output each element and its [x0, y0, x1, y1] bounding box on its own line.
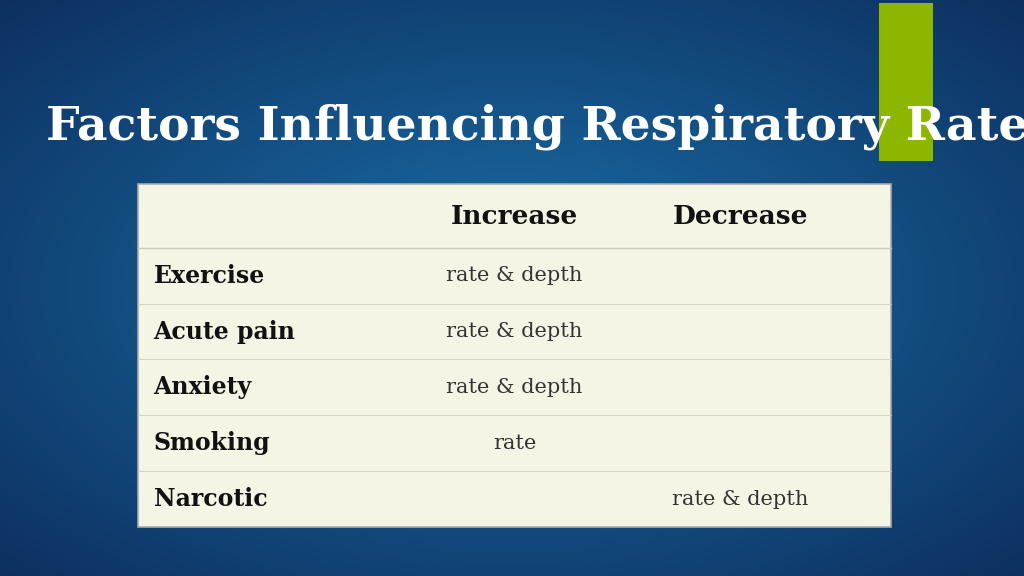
- Text: rate & depth: rate & depth: [446, 266, 583, 285]
- Text: Exercise: Exercise: [154, 264, 265, 287]
- FancyBboxPatch shape: [138, 184, 891, 527]
- Text: Smoking: Smoking: [154, 431, 270, 455]
- Text: rate: rate: [493, 434, 537, 453]
- Text: Factors Influencing Respiratory Rate: Factors Influencing Respiratory Rate: [46, 104, 1024, 150]
- Text: Increase: Increase: [451, 203, 579, 229]
- Text: Narcotic: Narcotic: [154, 487, 267, 511]
- Text: Acute pain: Acute pain: [154, 320, 296, 343]
- Text: Anxiety: Anxiety: [154, 376, 252, 399]
- Text: Decrease: Decrease: [673, 203, 808, 229]
- FancyBboxPatch shape: [879, 3, 933, 161]
- Text: rate & depth: rate & depth: [672, 490, 809, 509]
- Text: rate & depth: rate & depth: [446, 378, 583, 397]
- Text: rate & depth: rate & depth: [446, 322, 583, 341]
